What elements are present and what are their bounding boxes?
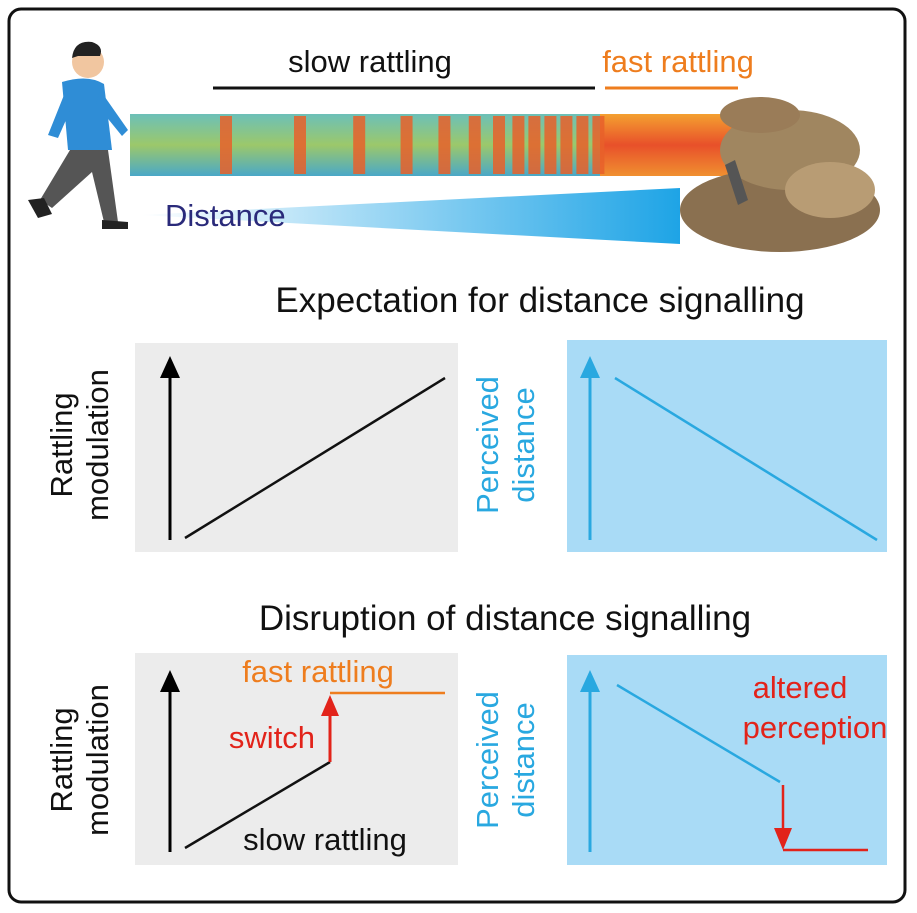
arrowhead xyxy=(580,356,600,378)
annotation: perception xyxy=(743,710,888,745)
y-label: Perceived xyxy=(470,376,505,514)
pulse xyxy=(353,116,366,174)
pulse xyxy=(576,116,589,174)
y-label: Perceived xyxy=(470,691,505,829)
panel-title: Expectation for distance signalling xyxy=(275,281,804,320)
pulse xyxy=(400,116,413,174)
distance-label: Distance xyxy=(165,198,286,233)
annotation: switch xyxy=(229,720,315,755)
panel-title: Disruption of distance signalling xyxy=(259,599,751,638)
pulse xyxy=(468,116,481,174)
y-label: Rattling xyxy=(44,707,79,812)
pulse xyxy=(512,116,525,174)
distance-wedge xyxy=(140,188,680,244)
arrowhead xyxy=(160,356,180,378)
y-label: distance xyxy=(506,387,541,502)
fast-label: fast rattling xyxy=(602,44,754,79)
frame xyxy=(7,7,907,904)
panel-bg xyxy=(567,655,887,865)
spectrogram xyxy=(130,114,735,176)
pulse xyxy=(438,116,451,174)
panel-bg xyxy=(135,653,458,865)
y-label: modulation xyxy=(80,369,115,521)
slow-label: slow rattling xyxy=(288,44,452,79)
arrowhead xyxy=(774,828,792,850)
pulse xyxy=(220,116,232,174)
pulse xyxy=(528,116,541,174)
annotation: fast rattling xyxy=(242,654,394,689)
y-label: distance xyxy=(506,702,541,817)
snake-icon xyxy=(680,97,880,252)
y-label: Rattling xyxy=(44,392,79,497)
pulse xyxy=(294,116,306,174)
pulse xyxy=(544,116,557,174)
arrowhead xyxy=(321,695,339,716)
arrowhead xyxy=(580,670,600,692)
pulse xyxy=(592,116,605,174)
panel-bg xyxy=(135,343,458,552)
person-icon xyxy=(28,41,128,229)
trend-line xyxy=(184,760,331,850)
annotation: altered xyxy=(753,670,848,705)
y-label: modulation xyxy=(80,684,115,836)
pulse xyxy=(493,116,506,174)
annotation: slow rattling xyxy=(243,822,407,857)
trend-line xyxy=(616,683,781,784)
trend-line xyxy=(184,376,446,540)
arrowhead xyxy=(160,670,180,692)
trend-line xyxy=(614,376,878,542)
pulse xyxy=(560,116,573,174)
